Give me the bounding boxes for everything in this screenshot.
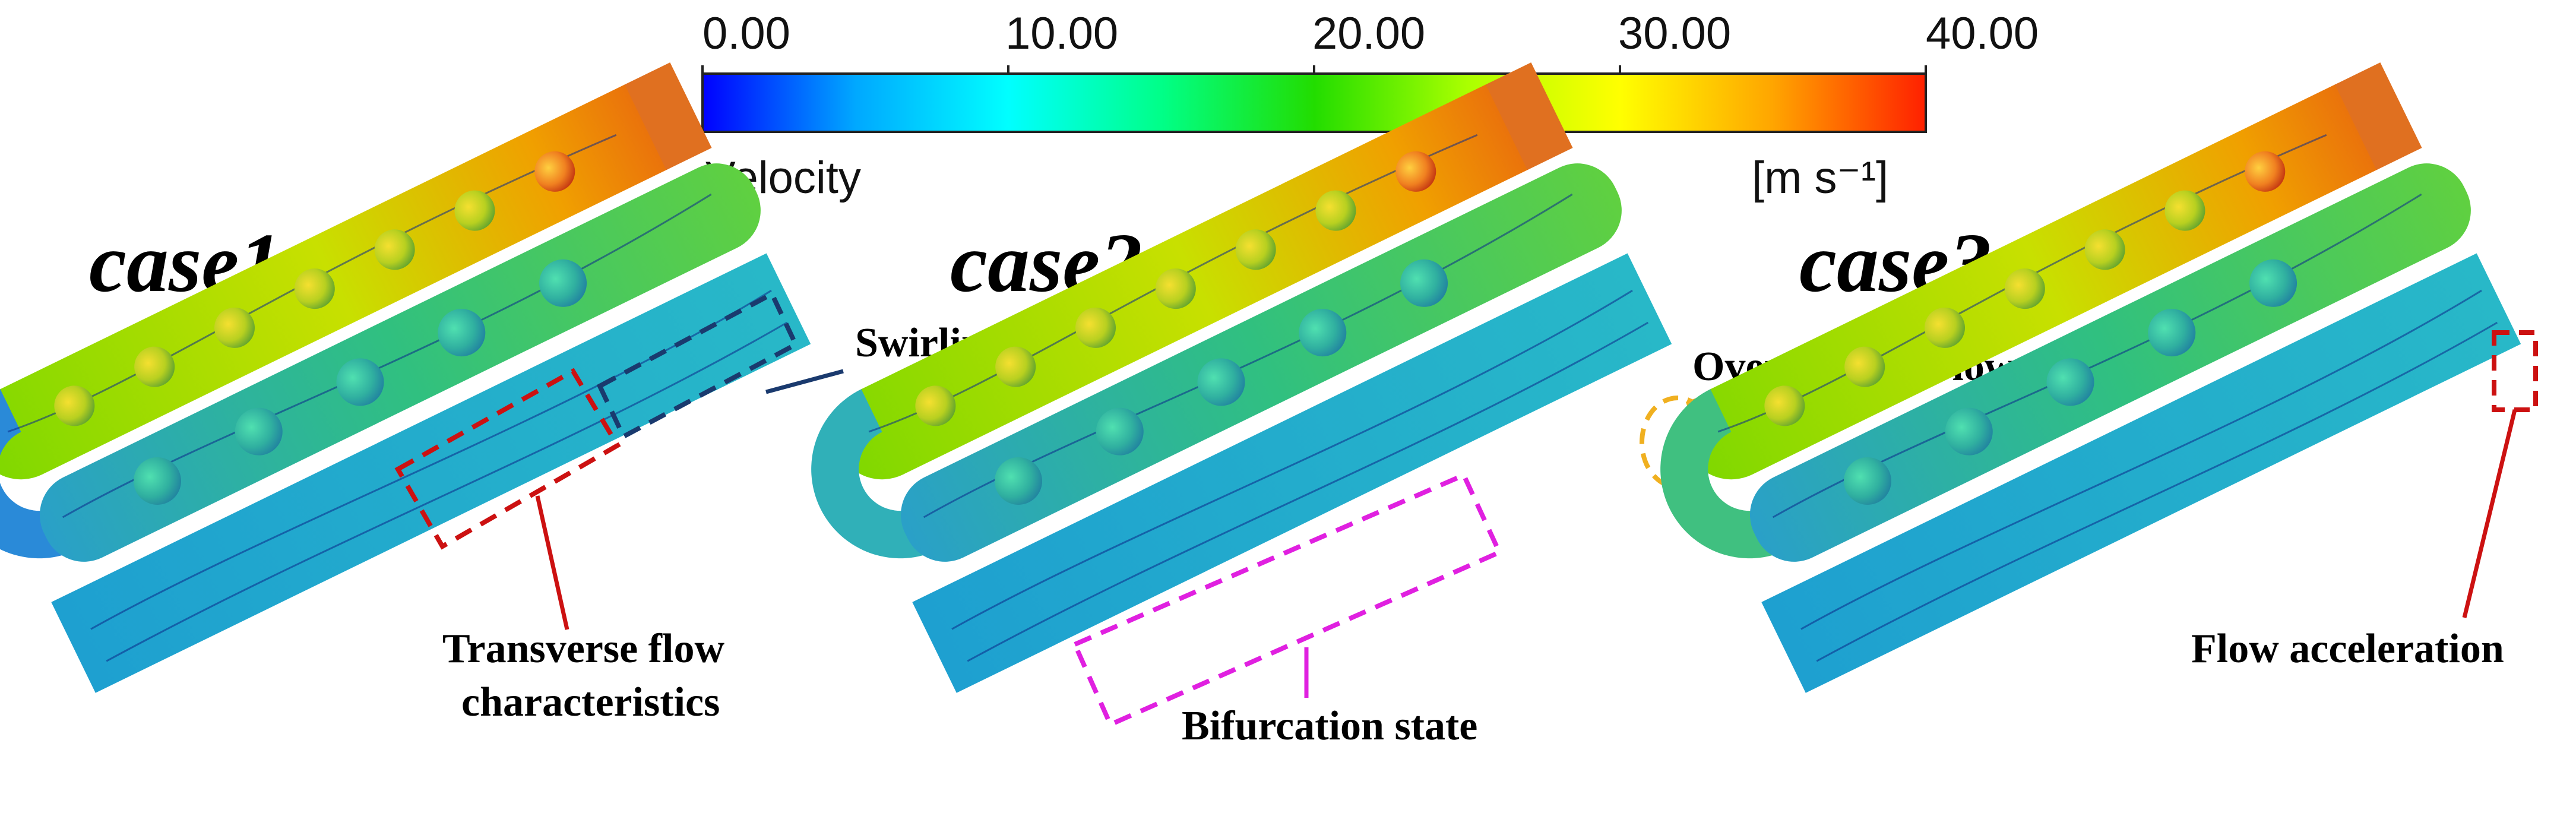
- case1-ball: [214, 307, 255, 348]
- case2-streamline: [951, 289, 1633, 630]
- case2-ball: [994, 457, 1042, 505]
- case2-ball: [1299, 309, 1347, 357]
- case2-bottom-channel: [912, 253, 1672, 693]
- case1-swirl-leader: [765, 369, 844, 394]
- case3-acceleration-label: Flow acceleration: [2191, 626, 2504, 672]
- case1-transverse-leader: [535, 495, 569, 630]
- case1-transverse-label: Transverse flow: [442, 626, 724, 672]
- case1-streamline: [106, 321, 788, 662]
- case1-transverse-flow-box: [394, 368, 621, 550]
- case2-balls: [915, 151, 1448, 505]
- case1-ball: [438, 309, 486, 357]
- case2-ball: [1075, 307, 1116, 348]
- case2-ball: [1235, 229, 1276, 270]
- case2-ball: [915, 385, 956, 426]
- case3-streamline: [1816, 321, 2498, 662]
- case1-streamline: [90, 289, 772, 630]
- case3-ball: [2084, 229, 2125, 270]
- case3-ball: [1764, 385, 1805, 426]
- case2-ball: [1315, 190, 1356, 231]
- case1-ball: [374, 229, 415, 270]
- case2-ball: [1155, 268, 1196, 309]
- case1-outlet-block: [624, 62, 712, 170]
- case3-middle-channel: [1749, 163, 2471, 562]
- case1-ball: [294, 268, 335, 309]
- colorbar-unit: [m s⁻¹]: [1752, 153, 1888, 203]
- case3-flow-channel: [1660, 62, 2521, 693]
- case1-bottom-channel: [51, 253, 811, 693]
- case1-swirl-box: [596, 290, 799, 440]
- case1-panel: case1: [0, 62, 1005, 725]
- colorbar-tick-label-0: 0.00: [702, 8, 790, 59]
- case3-balls: [1764, 151, 2297, 505]
- case2-middle-channel: [900, 163, 1622, 562]
- case1-ball: [336, 358, 384, 406]
- case2-ball: [1197, 358, 1245, 406]
- case3-streamline: [1800, 289, 2482, 630]
- case2-flow-channel: [811, 62, 1672, 693]
- case3-ball: [2164, 190, 2205, 231]
- case3-ball: [1843, 457, 1891, 505]
- case1-flow-channel: [0, 62, 811, 693]
- case1-ball: [134, 346, 175, 387]
- colorbar: 0.00 10.00 20.00 30.00 40.00 Velocity [m…: [701, 8, 2039, 203]
- case2-ball: [1395, 151, 1436, 192]
- colorbar-tick-marks: [701, 65, 1927, 74]
- case3-ball: [2046, 358, 2094, 406]
- colorbar-tick-label-3: 30.00: [1618, 8, 1731, 59]
- case1-ball: [54, 385, 95, 426]
- case3-outlet-block: [2334, 62, 2422, 170]
- colorbar-tick-label-2: 20.00: [1312, 8, 1425, 59]
- case2-panel: case2: [811, 62, 2015, 749]
- case2-ball: [995, 346, 1036, 387]
- colorbar-tick-label-1: 10.00: [1005, 8, 1118, 59]
- case3-ball: [2148, 309, 2196, 357]
- case3-ball: [2004, 268, 2045, 309]
- case2-bifurcation-label: Bifurcation state: [1182, 703, 1477, 749]
- case1-ball: [133, 457, 181, 505]
- case1-ball: [534, 151, 575, 192]
- case3-panel: case3: [1660, 62, 2538, 693]
- case2-ball: [1096, 407, 1144, 456]
- case1-ball: [454, 190, 495, 231]
- case3-ball: [1844, 346, 1885, 387]
- colorbar-tick-label-4: 40.00: [1926, 8, 2039, 59]
- case1-ball: [539, 259, 587, 307]
- case2-ball: [1400, 259, 1448, 307]
- case3-acceleration-leader: [2462, 409, 2517, 618]
- case2-streamline: [967, 321, 1649, 662]
- case1-characteristics-label: characteristics: [461, 679, 720, 725]
- case3-bottom-channel: [1761, 253, 2521, 693]
- case3-ball: [1924, 307, 1965, 348]
- case1-balls: [54, 151, 587, 505]
- case3-ball: [1945, 407, 1993, 456]
- colorbar-gradient: [701, 72, 1927, 133]
- case2-outlet-block: [1485, 62, 1573, 170]
- case1-middle-channel: [39, 163, 761, 562]
- case3-ball: [2249, 259, 2297, 307]
- case1-ball: [235, 407, 283, 456]
- case3-ball: [2245, 151, 2286, 192]
